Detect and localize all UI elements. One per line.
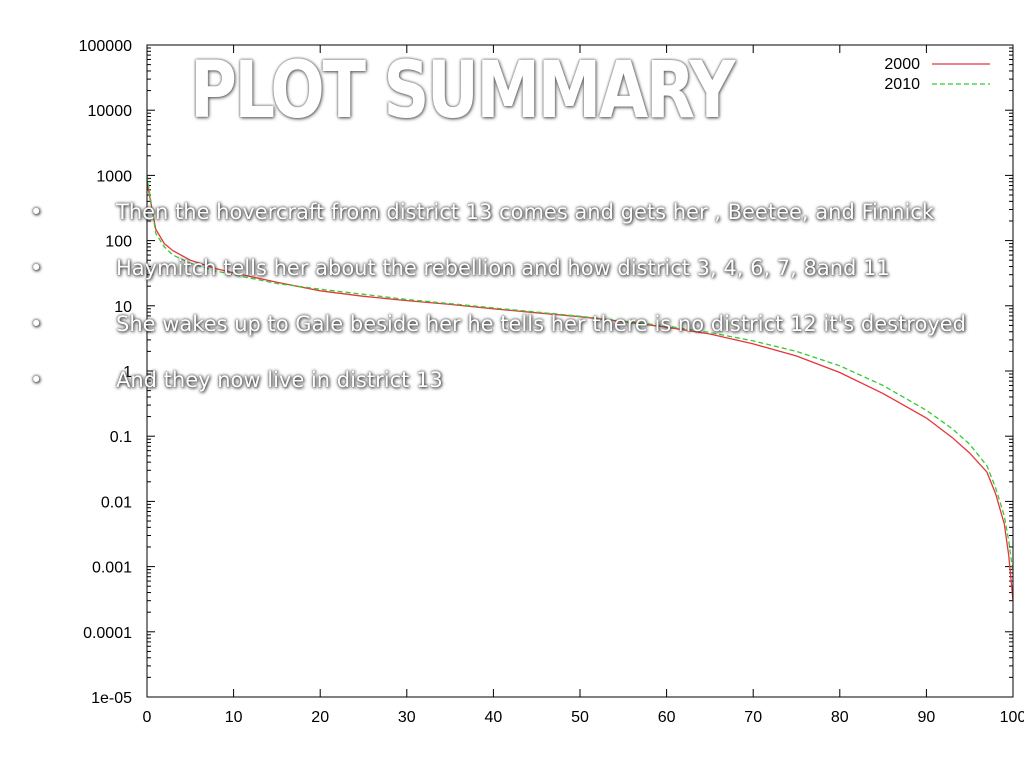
x-tick-label: 80 [831, 709, 849, 726]
axes-layer: 0 10 20 30 40 50 60 70 80 90 100 1e-05 0.0001 0.001 0.… [79, 38, 1024, 726]
series-line-2010 [146, 175, 1014, 573]
y-tick-label: 1e-05 [91, 690, 132, 707]
legend-label: 2010 [884, 76, 920, 93]
y-tick-label: 0.0001 [83, 625, 132, 642]
x-tick-label: 10 [225, 709, 243, 726]
bullet-dot: • [30, 312, 43, 336]
bullet-text: Haymitch tells her about the rebellion a… [116, 256, 890, 280]
y-tick-label: 100 [105, 234, 132, 251]
x-tick-label: 100 [1000, 709, 1024, 726]
bullet-text: And they now live in district 13 [116, 368, 443, 392]
x-tick-label: 0 [143, 709, 152, 726]
y-tick-label: 0.1 [110, 429, 132, 446]
slide-title: PLOT SUMMARY [190, 46, 735, 136]
bullet-text: She wakes up to Gale beside her he tells… [116, 312, 966, 336]
series-layer [146, 175, 1014, 601]
y-tick-label: 0.001 [92, 560, 132, 577]
x-tick-label: 60 [658, 709, 676, 726]
bullet-dot: • [30, 256, 43, 280]
x-tick-label: 90 [918, 709, 936, 726]
y-tick-label: 10 [114, 299, 132, 316]
bullet-dot: • [30, 200, 43, 224]
y-tick-label: 10000 [88, 103, 133, 120]
y-tick-label: 0.01 [101, 494, 132, 511]
legend-label: 2000 [884, 56, 920, 73]
y-tick-label: 100000 [79, 38, 132, 55]
legend: 2000 2010 [884, 56, 990, 93]
plot-frame [146, 44, 1014, 698]
x-tick-label: 40 [485, 709, 503, 726]
y-tick-label: 1000 [96, 168, 132, 185]
x-tick-label: 20 [311, 709, 329, 726]
x-tick-label: 50 [571, 709, 589, 726]
y-tick-label: 1 [123, 364, 132, 381]
bullet-dot: • [30, 368, 43, 392]
x-tick-label: 30 [398, 709, 416, 726]
bullet-text: Then the hovercraft from district 13 com… [116, 200, 935, 224]
x-tick-label: 70 [744, 709, 762, 726]
